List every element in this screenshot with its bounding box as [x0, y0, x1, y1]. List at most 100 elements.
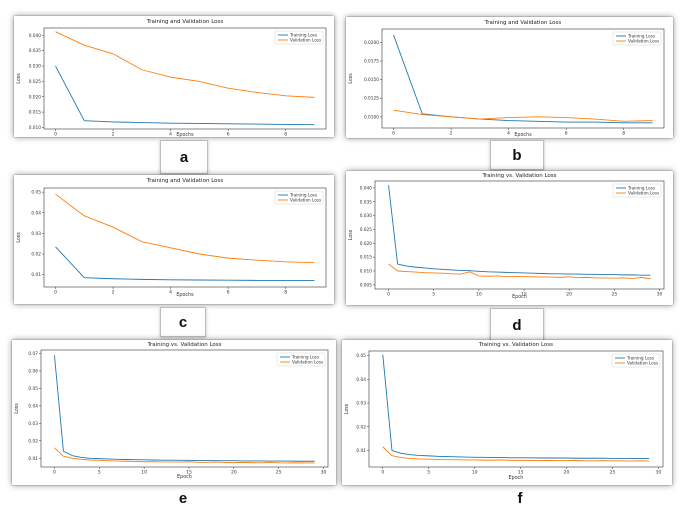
- chart-a-y-tick-label: 0.010: [29, 125, 42, 131]
- chart-d-x-tick-label: 10: [476, 292, 482, 298]
- chart-b-y-tick-label: 0.0150: [364, 77, 379, 83]
- chart-e-x-tick-label: 10: [141, 470, 147, 476]
- chart-e-title: Training vs. Validation Loss: [146, 342, 221, 348]
- chart-e-y-tick-label: 0.01: [28, 456, 38, 462]
- loss-chart-a: Training and Validation Loss 0 2 4 6 8 0.010 0.…: [16, 19, 327, 138]
- chart-b-y-tick-label: 0.0175: [364, 59, 379, 65]
- chart-a-series-validation-line: [55, 31, 315, 98]
- chart-c-y-tick-label: 0.03: [31, 231, 41, 237]
- chart-card-c: Training and Validation Loss 0 2 4 6 8 0.01 0.0…: [14, 175, 334, 304]
- chart-b-y-tick-label: 0.0200: [364, 40, 379, 46]
- chart-card-f: Training vs. Validation Loss 0 5 10 15 20 25 30…: [342, 340, 672, 485]
- chart-b-title: Training and Validation Loss: [484, 20, 562, 26]
- chart-card-d: Training vs. Validation Loss 0 5 10 15 20 25 30…: [346, 171, 673, 305]
- chart-e-y-tick-label: 0.05: [28, 386, 38, 392]
- panel-letter-f: f: [517, 490, 523, 507]
- chart-e-y-axis-label: Loss: [14, 403, 20, 414]
- chart-d-x-tick-label: 20: [566, 292, 572, 298]
- chart-e-x-axis-label: Epoch: [177, 474, 192, 480]
- chart-a-legend: [274, 30, 324, 45]
- chart-f-y-tick-label: 0.04: [356, 377, 366, 383]
- chart-card-e: Training vs. Validation Loss 0 5 10 15 20 25 30…: [12, 340, 336, 485]
- chart-e-legend-label: Training Loss: [291, 355, 319, 360]
- chart-f-series-validation-line: [382, 446, 650, 462]
- chart-c-legend: [274, 190, 324, 205]
- chart-a-title: Training and Validation Loss: [146, 19, 224, 25]
- panel-letter-d: d: [512, 316, 522, 334]
- chart-b-x-tick-label: 2: [450, 131, 453, 137]
- chart-f-x-tick-label: 25: [610, 470, 616, 476]
- panel-label-b: b: [490, 140, 544, 170]
- chart-d-y-tick-label: 0.030: [360, 213, 373, 219]
- chart-e-x-tick-label: 25: [276, 470, 282, 476]
- chart-c-y-axis-label: Loss: [16, 232, 22, 243]
- chart-card-a: Training and Validation Loss 0 2 4 6 8 0.010 0.…: [14, 16, 334, 138]
- chart-d-y-tick-label: 0.005: [360, 282, 373, 288]
- chart-f-x-tick-label: 10: [472, 470, 478, 476]
- chart-e-y-tick-label: 0.02: [28, 438, 38, 444]
- chart-a-x-tick-label: 6: [227, 132, 230, 138]
- chart-d-x-tick-label: 0: [387, 292, 390, 298]
- chart-f-title: Training vs. Validation Loss: [478, 342, 553, 348]
- chart-a-series-training-line: [55, 65, 315, 126]
- chart-d-axes-frame: [374, 180, 665, 290]
- chart-d-y-tick-label: 0.035: [360, 199, 373, 205]
- chart-d-title: Training vs. Validation Loss: [481, 173, 556, 179]
- chart-d-y-tick-label: 0.040: [360, 185, 373, 191]
- chart-a-y-tick-label: 0.030: [29, 64, 42, 70]
- chart-d-y-axis-label: Loss: [348, 229, 354, 240]
- chart-b-x-tick-label: 6: [565, 131, 568, 137]
- loss-chart-d: Training vs. Validation Loss 0 5 10 15 20 25 30…: [348, 173, 665, 300]
- chart-f-legend-label: Validation Loss: [627, 361, 658, 366]
- chart-c-x-tick-label: 2: [112, 290, 115, 296]
- panel-letter-e: e: [178, 490, 188, 507]
- chart-e-y-tick-label: 0.04: [28, 403, 38, 409]
- chart-d-x-tick-label: 15: [521, 292, 527, 298]
- chart-d-x-tick-label: 5: [432, 292, 435, 298]
- chart-b-x-axis-label: Epochs: [514, 132, 532, 138]
- chart-b-series-training-line: [393, 34, 653, 124]
- chart-e-x-tick-label: 20: [231, 470, 237, 476]
- chart-a-legend-label: Validation Loss: [290, 38, 321, 43]
- chart-a-y-tick-label: 0.025: [29, 79, 42, 85]
- chart-f-y-axis-label: Loss: [344, 403, 350, 414]
- panel-label-f: f: [500, 490, 540, 507]
- chart-b-y-tick-label: 0.0125: [364, 96, 379, 102]
- chart-f-series-training-line: [382, 354, 650, 459]
- loss-chart-e: Training vs. Validation Loss 0 5 10 15 20 25 30…: [14, 342, 329, 480]
- chart-f-legend-label: Training Loss: [626, 356, 654, 361]
- chart-f-y-tick-label: 0.01: [356, 448, 366, 454]
- chart-c-y-tick-label: 0.01: [31, 272, 41, 278]
- panel-letter-a: a: [179, 148, 189, 166]
- chart-a-x-tick-label: 0: [54, 132, 57, 138]
- panel-label-a: a: [160, 140, 208, 174]
- panel-label-e: e: [163, 490, 203, 507]
- chart-b-axes-frame: [381, 28, 665, 129]
- chart-a-y-axis-label: Loss: [16, 73, 22, 84]
- chart-c-series-training-line: [55, 246, 315, 281]
- chart-c-x-tick-label: 6: [227, 290, 230, 296]
- chart-c-y-tick-label: 0.05: [31, 190, 41, 196]
- panel-label-d: d: [490, 308, 544, 342]
- chart-b-y-axis-label: Loss: [348, 73, 354, 84]
- chart-b-legend-label: Validation Loss: [628, 39, 659, 44]
- chart-e-x-tick-label: 5: [98, 470, 101, 476]
- chart-e-x-tick-label: 15: [186, 470, 192, 476]
- chart-f-x-tick-label: 15: [518, 470, 524, 476]
- chart-b-legend-label: Training Loss: [627, 34, 655, 39]
- chart-c-x-tick-label: 4: [169, 290, 172, 296]
- chart-d-series-validation-line: [388, 263, 651, 280]
- chart-a-y-tick-label: 0.015: [29, 110, 42, 116]
- chart-c-x-axis-label: Epochs: [176, 292, 194, 298]
- chart-f-x-tick-label: 5: [427, 470, 430, 476]
- loss-chart-c: Training and Validation Loss 0 2 4 6 8 0.01 0.0…: [16, 178, 327, 298]
- chart-c-legend-label: Validation Loss: [290, 198, 321, 203]
- chart-d-x-axis-label: Epoch: [512, 294, 527, 300]
- chart-c-series-validation-line: [55, 193, 315, 264]
- chart-e-x-tick-label: 0: [53, 470, 56, 476]
- chart-d-y-tick-label: 0.015: [360, 255, 373, 261]
- chart-a-legend-label: Training Loss: [289, 33, 317, 38]
- chart-c-y-tick-label: 0.04: [31, 210, 41, 216]
- chart-c-title: Training and Validation Loss: [146, 178, 224, 184]
- chart-d-x-tick-label: 30: [657, 292, 663, 298]
